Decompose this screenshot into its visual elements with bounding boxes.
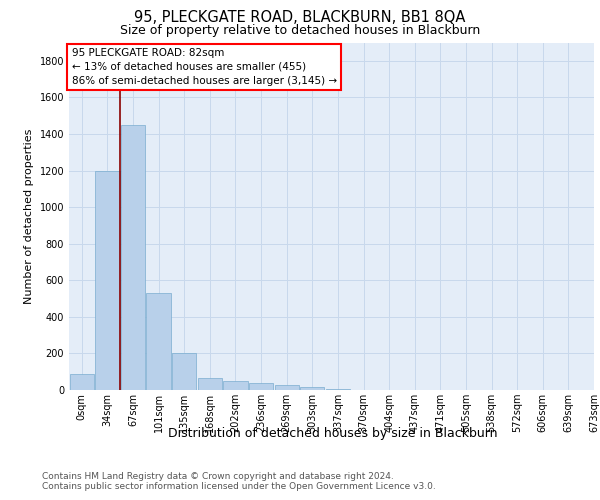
Bar <box>197 378 222 390</box>
Bar <box>95 170 119 390</box>
Bar <box>70 374 94 390</box>
Text: Distribution of detached houses by size in Blackburn: Distribution of detached houses by size … <box>168 428 498 440</box>
Bar <box>275 385 299 390</box>
Text: Size of property relative to detached houses in Blackburn: Size of property relative to detached ho… <box>120 24 480 37</box>
Text: Contains public sector information licensed under the Open Government Licence v3: Contains public sector information licen… <box>42 482 436 491</box>
Bar <box>326 388 350 390</box>
Bar <box>223 381 248 390</box>
Bar <box>121 125 145 390</box>
Text: 95, PLECKGATE ROAD, BLACKBURN, BB1 8QA: 95, PLECKGATE ROAD, BLACKBURN, BB1 8QA <box>134 10 466 25</box>
Bar <box>300 388 325 390</box>
Bar <box>249 383 273 390</box>
Bar <box>146 293 171 390</box>
Text: Contains HM Land Registry data © Crown copyright and database right 2024.: Contains HM Land Registry data © Crown c… <box>42 472 394 481</box>
Bar <box>172 352 196 390</box>
Text: 95 PLECKGATE ROAD: 82sqm
← 13% of detached houses are smaller (455)
86% of semi-: 95 PLECKGATE ROAD: 82sqm ← 13% of detach… <box>71 48 337 86</box>
Y-axis label: Number of detached properties: Number of detached properties <box>24 128 34 304</box>
